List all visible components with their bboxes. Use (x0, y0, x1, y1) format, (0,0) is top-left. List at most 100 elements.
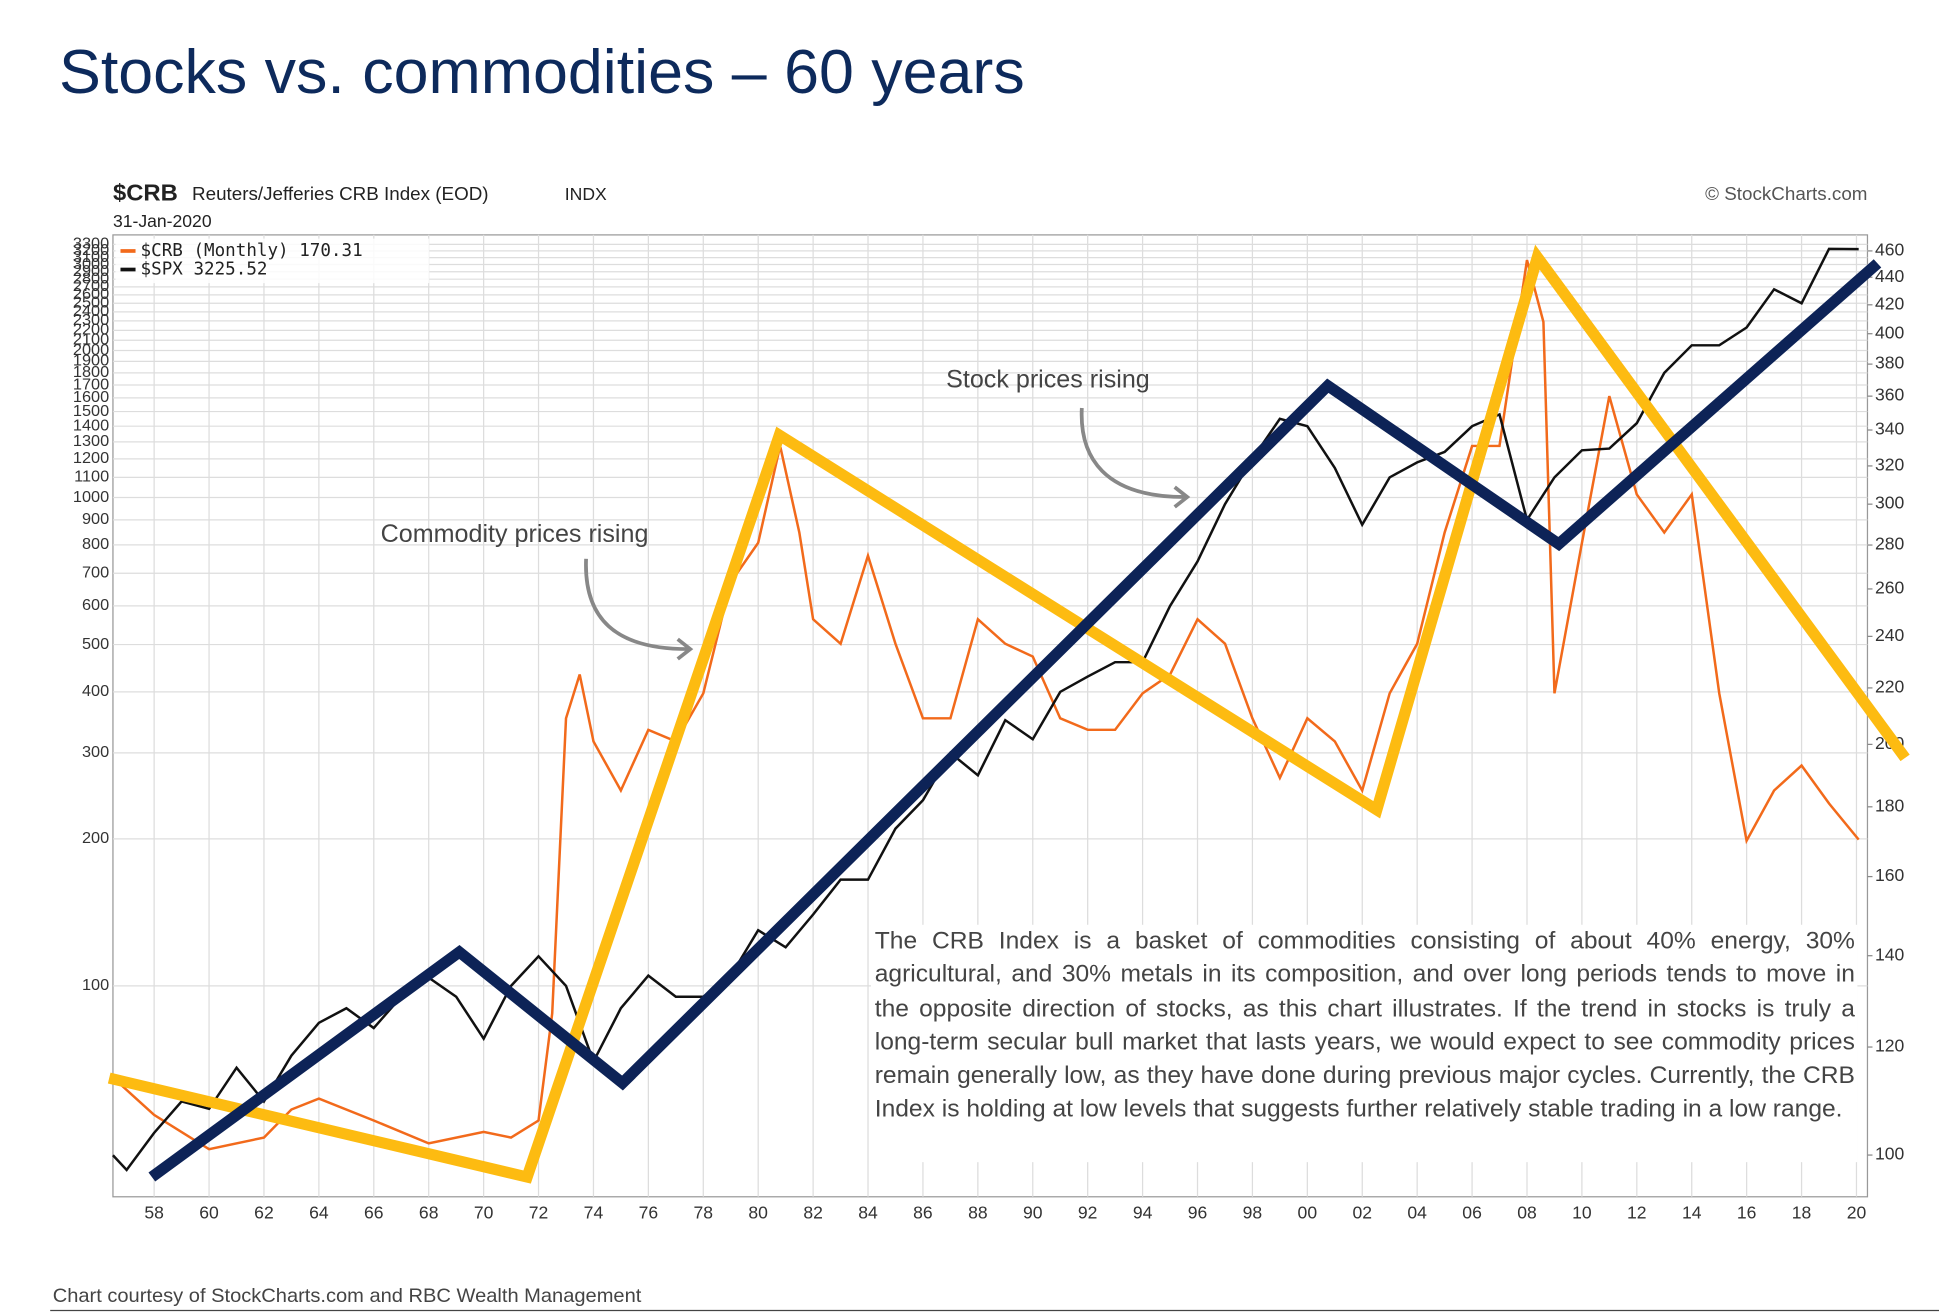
y-tick-label: 1100 (74, 468, 109, 486)
x-tick-label: 92 (1078, 1203, 1098, 1223)
credit: © StockCharts.com (1705, 183, 1867, 204)
x-tick-label: 60 (199, 1203, 219, 1223)
y2-tick-label: 420 (1875, 294, 1905, 314)
y-tick-label: 2200 (73, 321, 109, 339)
annotation: Commodity prices rising (381, 520, 649, 548)
x-tick-label: 16 (1737, 1203, 1757, 1223)
date: 31-Jan-2020 (113, 211, 212, 231)
x-tick-label: 82 (803, 1203, 823, 1223)
y2-tick-label: 260 (1875, 578, 1905, 598)
y2-tick-label: 360 (1875, 385, 1905, 405)
x-tick-label: 80 (748, 1203, 768, 1223)
y-tick-label: 1300 (73, 432, 109, 450)
x-tick-label: 18 (1792, 1203, 1812, 1223)
x-tick-label: 98 (1243, 1203, 1263, 1223)
legend-label: $CRB (Monthly) 170.31 (141, 241, 363, 261)
y-tick-label: 100 (82, 976, 109, 994)
x-tick-label: 20 (1847, 1203, 1867, 1223)
y2-tick-label: 460 (1875, 240, 1905, 260)
x-tick-label: 14 (1682, 1203, 1702, 1223)
x-tick-label: 78 (694, 1203, 714, 1223)
y-tick-label: 300 (82, 743, 109, 761)
y2-tick-label: 400 (1875, 322, 1905, 342)
y-tick-label: 1500 (73, 402, 109, 420)
y2-tick-label: 180 (1875, 796, 1905, 816)
y-tick-label: 2100 (73, 331, 109, 349)
arrow-head (1173, 485, 1191, 509)
y-tick-label: 3100 (73, 248, 109, 266)
footer: Chart courtesy of StockCharts.com and RB… (53, 1285, 642, 1307)
y2-tick-label: 300 (1875, 493, 1905, 513)
y-tick-label: 1700 (73, 375, 109, 393)
y2-tick-label: 340 (1875, 419, 1905, 439)
y-tick-label: 1200 (73, 449, 109, 467)
y-tick-label: 2500 (73, 294, 109, 312)
x-tick-label: 76 (639, 1203, 659, 1223)
legend-bg (115, 238, 430, 284)
x-tick-label: 68 (419, 1203, 439, 1223)
x-tick-label: 96 (1188, 1203, 1208, 1223)
x-tick-label: 84 (858, 1203, 878, 1223)
y-tick-label: 2600 (73, 285, 109, 303)
y2-tick-label: 120 (1875, 1036, 1905, 1056)
y-tick-label: 1400 (73, 417, 109, 435)
y2-tick-label: 320 (1875, 455, 1905, 475)
x-tick-label: 90 (1023, 1203, 1043, 1223)
x-tick-label: 74 (584, 1203, 604, 1223)
page-title: Stocks vs. commodities – 60 years (59, 38, 1025, 106)
y-tick-label: 700 (82, 564, 109, 582)
y-tick-label: 400 (82, 682, 109, 700)
x-tick-label: 70 (474, 1203, 494, 1223)
commodity-trend (107, 244, 1910, 1184)
y-tick-label: 2000 (73, 341, 109, 359)
series-line (112, 259, 1860, 1151)
y-tick-label: 2400 (73, 302, 109, 320)
arrow (584, 558, 688, 651)
y-tick-label: 3300 (73, 235, 109, 253)
x-tick-label: 86 (913, 1203, 933, 1223)
arrow (1079, 407, 1185, 499)
y-tick-label: 2900 (73, 262, 109, 280)
y2-tick-label: 280 (1875, 534, 1905, 554)
x-tick-label: 94 (1133, 1203, 1153, 1223)
y-tick-label: 1000 (73, 488, 109, 506)
arrow-head (676, 637, 694, 661)
x-tick-label: 64 (309, 1203, 329, 1223)
x-tick-label: 72 (529, 1203, 549, 1223)
x-tick-label: 10 (1572, 1203, 1592, 1223)
y2-tick-label: 440 (1875, 266, 1905, 286)
y-tick-label: 1800 (73, 363, 109, 381)
x-tick-label: 08 (1517, 1203, 1537, 1223)
chart-heading: Reuters/Jefferies CRB Index (EOD) (192, 183, 489, 204)
y-tick-label: 800 (82, 535, 109, 553)
x-tick-label: 06 (1462, 1203, 1482, 1223)
x-tick-label: 66 (364, 1203, 384, 1223)
legend: $CRB (Monthly) 170.31$SPX 3225.52 (120, 241, 363, 280)
y-tick-label: 2700 (73, 277, 109, 295)
y2-tick-label: 380 (1875, 353, 1905, 373)
x-tick-label: 58 (144, 1203, 164, 1223)
symbol: $CRB (113, 180, 178, 206)
y-tick-label: 500 (82, 635, 109, 653)
x-tick-label: 02 (1352, 1203, 1372, 1223)
y-tick-label: 1900 (73, 352, 109, 370)
y2-tick-label: 220 (1875, 677, 1905, 697)
trend-lines (107, 244, 1910, 1184)
y-tick-label: 200 (82, 829, 109, 847)
note: The CRB Index is a basket of commodities… (874, 927, 1855, 1124)
y-tick-label: 600 (82, 596, 109, 614)
note-wrap: The CRB Index is a basket of commodities… (874, 927, 1855, 1124)
annotation: Stock prices rising (946, 365, 1150, 393)
legend-label: $SPX 3225.52 (141, 260, 268, 280)
note-box (870, 924, 1858, 1163)
y2-tick-label: 240 (1875, 625, 1905, 645)
x-tick-label: 12 (1627, 1203, 1647, 1223)
y-tick-label: 900 (82, 510, 109, 528)
y2-tick-label: 140 (1875, 944, 1905, 964)
y-tick-label: 2800 (73, 270, 109, 288)
y-tick-label: 2300 (73, 311, 109, 329)
y-tick-label: 3200 (73, 241, 109, 259)
x-tick-label: 88 (968, 1203, 988, 1223)
